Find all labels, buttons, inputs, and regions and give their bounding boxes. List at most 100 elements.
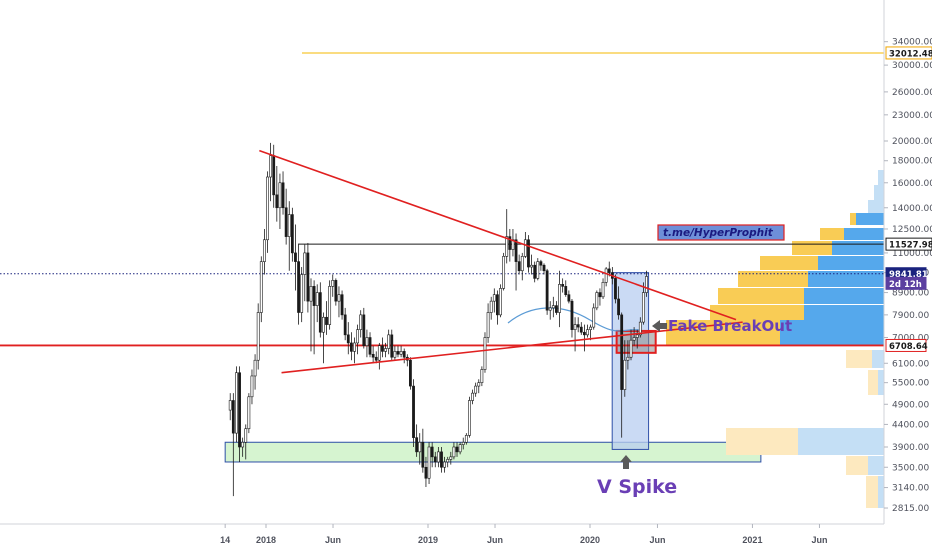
candle-body bbox=[598, 292, 602, 298]
candle-body bbox=[244, 428, 248, 443]
candle-body bbox=[561, 284, 565, 287]
time-tick-label: 14 bbox=[220, 535, 230, 545]
price-tick-label: 3140.00 bbox=[892, 484, 929, 494]
price-badge-label: 2d 12h bbox=[889, 280, 922, 290]
time-tick-label: Jun bbox=[325, 535, 341, 545]
candle-body bbox=[496, 294, 499, 316]
candle-body bbox=[381, 345, 384, 352]
volume-profile-bar bbox=[846, 350, 872, 368]
price-tick-label: 7900.00 bbox=[892, 311, 929, 321]
v-spike-label: V Spike bbox=[597, 476, 677, 498]
candle-body bbox=[399, 351, 403, 355]
price-tick-label: 23000.00 bbox=[892, 111, 932, 121]
fake-breakout-box bbox=[615, 329, 657, 354]
candle-body bbox=[346, 334, 350, 344]
candle-body bbox=[514, 239, 518, 262]
candle-body bbox=[642, 292, 645, 323]
candle-body bbox=[356, 329, 359, 344]
candle-body bbox=[371, 353, 375, 358]
price-tick-label: 4900.00 bbox=[892, 400, 929, 410]
candle-body bbox=[275, 194, 279, 209]
candle-body bbox=[570, 300, 574, 330]
candle-body bbox=[638, 321, 642, 336]
price-tick-label: 3900.00 bbox=[892, 443, 929, 453]
price-badge-label: 9841.81 bbox=[889, 270, 928, 280]
candle-body bbox=[548, 307, 552, 311]
candle-body bbox=[415, 437, 419, 453]
candle-body bbox=[331, 280, 335, 287]
candle-body bbox=[607, 268, 611, 273]
volume-profile-bar bbox=[878, 170, 884, 185]
candle-body bbox=[533, 264, 537, 279]
candle-body bbox=[508, 236, 512, 250]
candle-body bbox=[589, 326, 593, 330]
candle-body bbox=[325, 316, 328, 325]
volume-profile-bar bbox=[798, 428, 884, 455]
time-tick-label: 2021 bbox=[742, 535, 762, 545]
candle-body bbox=[300, 274, 304, 313]
candle-body bbox=[542, 264, 546, 272]
candle-body bbox=[629, 339, 633, 358]
telegram-label: t.me/HyperProphit bbox=[663, 227, 774, 239]
candle-body bbox=[601, 282, 605, 298]
price-tick-label: 11000.00 bbox=[892, 249, 932, 259]
price-tick-label: 14000.00 bbox=[892, 204, 932, 214]
price-badge bbox=[885, 338, 927, 352]
candle-body bbox=[517, 261, 521, 272]
price-tick-label: 8900.00 bbox=[892, 289, 929, 299]
candle-body bbox=[471, 392, 474, 401]
time-tick-label: Jun bbox=[649, 535, 665, 545]
candle-body bbox=[573, 324, 577, 330]
candle-body bbox=[390, 334, 394, 358]
candle-body bbox=[595, 292, 599, 309]
candle-body bbox=[272, 155, 276, 196]
time-tick-label: 2020 bbox=[580, 535, 600, 545]
candle-body bbox=[287, 214, 291, 237]
price-axis-ticks: 34000.00 30000.00 26000.00 23000.00 20000.00… bbox=[884, 38, 932, 514]
candle-body bbox=[368, 337, 372, 355]
volume-profile-bar bbox=[878, 370, 884, 395]
candle-body bbox=[418, 441, 422, 453]
trendline-layer bbox=[259, 149, 743, 374]
candle-body bbox=[328, 286, 332, 325]
volume-profile-bar bbox=[726, 428, 798, 455]
volume-profile-bar bbox=[866, 476, 878, 508]
candle-body bbox=[604, 268, 608, 283]
candle-body bbox=[269, 155, 273, 178]
demand-zone bbox=[224, 441, 762, 463]
candle-body bbox=[558, 284, 561, 313]
candle-body bbox=[461, 441, 465, 445]
candle-layer bbox=[228, 142, 648, 497]
candle-body bbox=[365, 337, 369, 347]
price-tick-label: 26000.00 bbox=[892, 88, 932, 98]
candle-body bbox=[281, 182, 285, 209]
candle-body bbox=[502, 256, 506, 289]
candle-body bbox=[632, 337, 636, 341]
candle-body bbox=[384, 348, 387, 352]
volume-profile-bar bbox=[780, 320, 884, 345]
price-tick-label: 16000.00 bbox=[892, 179, 932, 189]
left-arrow-icon bbox=[652, 320, 667, 332]
time-tick-label: Jun bbox=[487, 535, 503, 545]
candle-body bbox=[424, 466, 428, 479]
candle-body bbox=[483, 337, 487, 370]
price-tick-label: 34000.00 bbox=[892, 38, 932, 48]
candle-body bbox=[440, 451, 443, 468]
candle-body bbox=[452, 446, 456, 458]
price-tick-label: 12500.00 bbox=[892, 225, 932, 235]
candle-body bbox=[458, 444, 462, 453]
candle-body bbox=[402, 351, 406, 358]
candle-body bbox=[318, 292, 322, 333]
candle-body bbox=[592, 307, 596, 328]
volume-profile-bar bbox=[844, 228, 884, 240]
volume-profile-bar bbox=[872, 350, 884, 368]
moving-average-curve bbox=[507, 307, 641, 332]
price-tick-label: 18000.00 bbox=[892, 157, 932, 167]
candle-body bbox=[626, 356, 630, 361]
candle-body bbox=[586, 329, 589, 336]
candle-body bbox=[527, 239, 530, 268]
candle-body bbox=[340, 294, 344, 316]
candle-body bbox=[576, 324, 580, 328]
